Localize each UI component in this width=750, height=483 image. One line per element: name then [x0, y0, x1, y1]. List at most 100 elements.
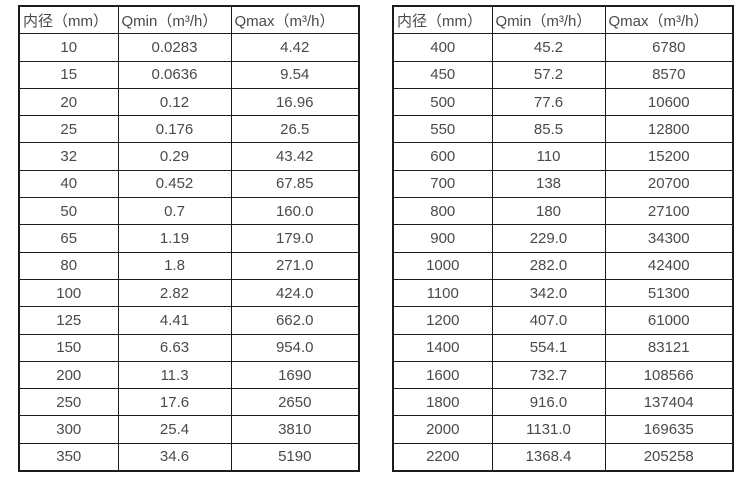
table-cell: 169635 — [604, 415, 734, 444]
table-cell: 4.42 — [230, 33, 360, 62]
table-cell: 180 — [491, 197, 606, 226]
table-row: 40 0.452 67.85 — [18, 169, 360, 199]
table-row: 500 77.6 10600 — [392, 87, 734, 117]
table-header-row: 内径（mm） Qmin（m³/h） Qmax（m³/h） — [392, 5, 734, 35]
table-cell: 407.0 — [491, 306, 606, 335]
table-cell: 85.5 — [491, 115, 606, 144]
table-cell: 15200 — [604, 142, 734, 171]
table-cell: 17.6 — [117, 388, 232, 417]
table-cell: 500 — [392, 87, 493, 117]
table-cell: 100 — [18, 278, 119, 308]
table-row: 700 138 20700 — [392, 169, 734, 199]
table-row: 550 85.5 12800 — [392, 115, 734, 144]
table-cell: 0.0636 — [117, 60, 232, 89]
table-cell: 662.0 — [230, 306, 360, 335]
table-cell: 125 — [18, 306, 119, 335]
table-cell: 40 — [18, 169, 119, 199]
table-cell: 954.0 — [230, 333, 360, 362]
table-cell: 12800 — [604, 115, 734, 144]
table-cell: 1600 — [392, 360, 493, 390]
table-row: 1000 282.0 42400 — [392, 251, 734, 280]
table-cell: 2200 — [392, 442, 493, 472]
table-cell: 916.0 — [491, 388, 606, 417]
header-qmax: Qmax（m³/h） — [230, 5, 360, 35]
table-cell: 6780 — [604, 33, 734, 62]
table-cell: 350 — [18, 442, 119, 472]
table-row: 100 2.82 424.0 — [18, 278, 360, 308]
table-cell: 20700 — [604, 169, 734, 199]
table-cell: 15 — [18, 60, 119, 89]
table-cell: 34.6 — [117, 442, 232, 472]
table-cell: 400 — [392, 33, 493, 62]
table-cell: 800 — [392, 197, 493, 226]
header-qmin: Qmin（m³/h） — [117, 5, 232, 35]
table-cell: 0.29 — [117, 142, 232, 171]
table-row: 400 45.2 6780 — [392, 33, 734, 62]
table-cell: 600 — [392, 142, 493, 171]
table-cell: 282.0 — [491, 251, 606, 280]
table-cell: 554.1 — [491, 333, 606, 362]
table-cell: 700 — [392, 169, 493, 199]
table-cell: 26.5 — [230, 115, 360, 144]
table-cell: 200 — [18, 360, 119, 390]
table-row: 32 0.29 43.42 — [18, 142, 360, 171]
table-cell: 1.19 — [117, 224, 232, 253]
table-cell: 2000 — [392, 415, 493, 444]
table-cell: 4.41 — [117, 306, 232, 335]
table-cell: 424.0 — [230, 278, 360, 308]
table-row: 2200 1368.4 205258 — [392, 442, 734, 472]
table-cell: 205258 — [604, 442, 734, 472]
table-row: 200 11.3 1690 — [18, 360, 360, 390]
table-cell: 1200 — [392, 306, 493, 335]
table-cell: 20 — [18, 87, 119, 117]
table-cell: 250 — [18, 388, 119, 417]
table-row: 1100 342.0 51300 — [392, 278, 734, 308]
table-cell: 10600 — [604, 87, 734, 117]
table-cell: 1.8 — [117, 251, 232, 280]
table-cell: 77.6 — [491, 87, 606, 117]
table-cell: 61000 — [604, 306, 734, 335]
table-row: 2000 1131.0 169635 — [392, 415, 734, 444]
table-row: 1400 554.1 83121 — [392, 333, 734, 362]
table-cell: 732.7 — [491, 360, 606, 390]
table-cell: 5190 — [230, 442, 360, 472]
table-cell: 160.0 — [230, 197, 360, 226]
table-row: 20 0.12 16.96 — [18, 87, 360, 117]
table-cell: 0.7 — [117, 197, 232, 226]
table-cell: 80 — [18, 251, 119, 280]
table-cell: 0.176 — [117, 115, 232, 144]
table-row: 150 6.63 954.0 — [18, 333, 360, 362]
table-row: 600 110 15200 — [392, 142, 734, 171]
table-cell: 108566 — [604, 360, 734, 390]
table-row: 25 0.176 26.5 — [18, 115, 360, 144]
table-cell: 67.85 — [230, 169, 360, 199]
table-cell: 2650 — [230, 388, 360, 417]
table-cell: 42400 — [604, 251, 734, 280]
table-cell: 9.54 — [230, 60, 360, 89]
table-row: 1600 732.7 108566 — [392, 360, 734, 390]
table-row: 900 229.0 34300 — [392, 224, 734, 253]
table-cell: 0.12 — [117, 87, 232, 117]
header-qmin: Qmin（m³/h） — [491, 5, 606, 35]
table-row: 125 4.41 662.0 — [18, 306, 360, 335]
table-cell: 51300 — [604, 278, 734, 308]
table-cell: 138 — [491, 169, 606, 199]
table-cell: 1368.4 — [491, 442, 606, 472]
table-cell: 0.0283 — [117, 33, 232, 62]
table-cell: 25 — [18, 115, 119, 144]
table-cell: 50 — [18, 197, 119, 226]
table-cell: 2.82 — [117, 278, 232, 308]
table-row: 250 17.6 2650 — [18, 388, 360, 417]
flow-spec-table-small-diameters: 内径（mm） Qmin（m³/h） Qmax（m³/h） 10 0.0283 4.4… — [18, 5, 360, 473]
table-cell: 1800 — [392, 388, 493, 417]
table-cell: 550 — [392, 115, 493, 144]
table-cell: 137404 — [604, 388, 734, 417]
table-row: 15 0.0636 9.54 — [18, 60, 360, 89]
table-cell: 271.0 — [230, 251, 360, 280]
table-cell: 32 — [18, 142, 119, 171]
table-row: 350 34.6 5190 — [18, 442, 360, 472]
table-row: 10 0.0283 4.42 — [18, 33, 360, 62]
table-cell: 65 — [18, 224, 119, 253]
table-cell: 1131.0 — [491, 415, 606, 444]
